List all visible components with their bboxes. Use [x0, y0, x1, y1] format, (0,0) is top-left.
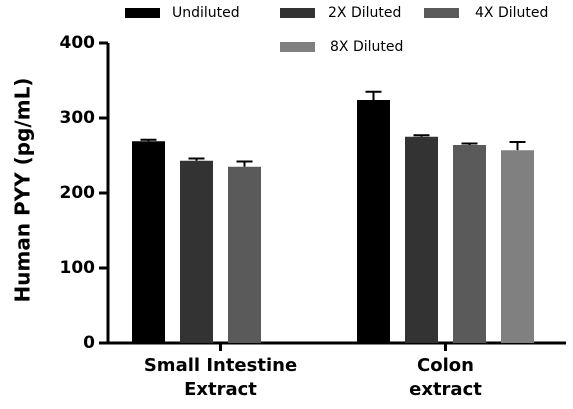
y-tick-label: 300 — [60, 108, 96, 128]
bar — [228, 166, 261, 343]
legend-swatch — [424, 8, 459, 18]
y-axis-label: Human PYY (pg/mL) — [11, 78, 35, 303]
bar — [132, 141, 165, 343]
legend-label: 2X Diluted — [328, 5, 401, 21]
legend-swatch — [125, 8, 160, 18]
y-tick-label: 0 — [83, 333, 95, 353]
x-tick-label: Small Intestine Extract — [143, 355, 298, 400]
x-tick-label: Colon extract — [409, 355, 482, 400]
bar — [501, 150, 534, 343]
legend-label: 8X Diluted — [330, 39, 403, 55]
bar — [357, 100, 390, 343]
bar — [405, 136, 438, 343]
legend-swatch — [280, 42, 315, 52]
y-tick-label: 400 — [60, 33, 96, 53]
legend-label: Undiluted — [172, 5, 240, 21]
legend-label: 4X Diluted — [475, 5, 548, 21]
legend-swatch — [280, 8, 315, 18]
y-tick-label: 200 — [60, 183, 96, 203]
y-tick-label: 100 — [60, 258, 96, 278]
bar — [453, 145, 486, 343]
bar — [180, 160, 213, 343]
